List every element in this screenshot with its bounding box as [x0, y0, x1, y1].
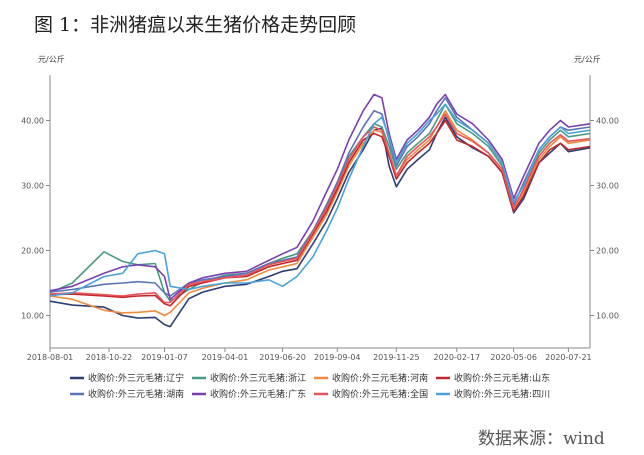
legend-label: 收购价:外三元毛猪:四川	[454, 388, 550, 400]
legend-label: 收购价:外三元毛猪:辽宁	[88, 372, 184, 384]
y-tick-label-left: 20.00	[21, 247, 44, 256]
y-tick-label-right: 30.00	[596, 182, 619, 191]
legend-label: 收购价:外三元毛猪:湖南	[88, 388, 184, 400]
x-tick-label: 2020-07-21	[545, 353, 592, 362]
series-line-3	[49, 110, 591, 317]
x-tick-label: 2020-02-17	[434, 353, 481, 362]
y-unit-right: 元/公斤	[574, 54, 601, 64]
series-line-4	[49, 119, 591, 307]
y-tick-label-right: 40.00	[596, 117, 619, 126]
y-tick-label-left: 40.00	[21, 117, 44, 126]
series-line-2	[49, 103, 591, 303]
legend: 收购价:外三元毛猪:辽宁 收购价:外三元毛猪:浙江 收购价:外三元毛猪:河南 收购价:…	[70, 372, 550, 400]
series-line-7	[49, 113, 591, 304]
y-tick-label-left: 30.00	[21, 182, 44, 191]
source-note: 数据来源：wind	[478, 429, 605, 449]
x-tick-label: 2018-10-22	[86, 353, 133, 362]
y-tick-label-left: 10.00	[21, 312, 44, 321]
x-tick-label: 2019-11-25	[373, 353, 420, 362]
legend-label: 收购价:外三元毛猪:广东	[210, 388, 306, 400]
x-tick-label: 2019-01-07	[141, 353, 188, 362]
legend-label: 收购价:外三元毛猪:全国	[332, 388, 428, 400]
page-title: 图 1：非洲猪瘟以来生猪价格走势回顾	[34, 14, 357, 36]
y-unit-left: 元/公斤	[38, 54, 65, 64]
series-line-8	[49, 103, 591, 297]
axes: 10.00 10.00 20.00 20.00 30.00 30.00 40.00 40.00…	[21, 75, 619, 362]
y-tick-label-right: 10.00	[596, 312, 619, 321]
x-tick-label: 2019-04-01	[202, 353, 249, 362]
series-layer	[49, 93, 591, 328]
x-tick-label: 2018-08-01	[27, 353, 74, 362]
x-tick-label: 2019-09-04	[314, 353, 361, 362]
x-tick-label: 2019-06-20	[259, 353, 306, 362]
x-tick-label: 2020-05-06	[490, 353, 537, 362]
legend-label: 收购价:外三元毛猪:山东	[454, 372, 550, 384]
y-tick-label-right: 20.00	[596, 247, 619, 256]
legend-label: 收购价:外三元毛猪:河南	[332, 372, 428, 384]
legend-label: 收购价:外三元毛猪:浙江	[210, 372, 306, 384]
series-line-6	[49, 93, 591, 301]
